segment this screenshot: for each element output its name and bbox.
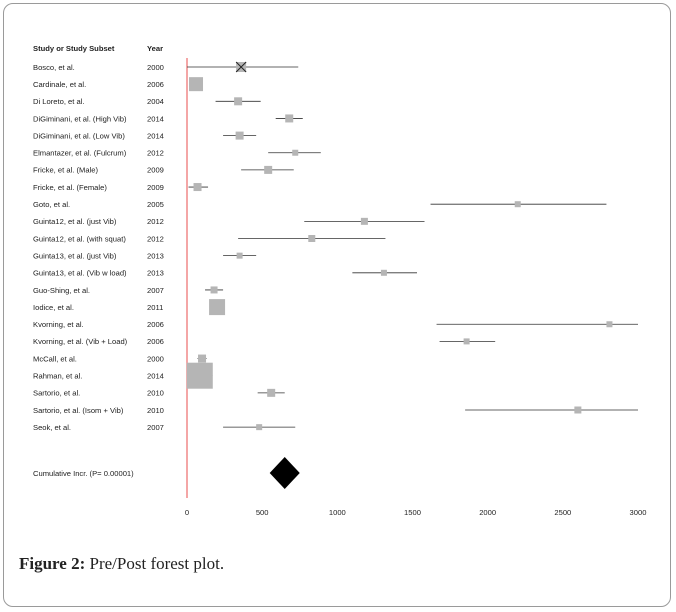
header-year: Year [147,44,163,53]
effect-box [292,149,299,156]
study-name: Elmantazer, et al. (Fulcrum) [33,149,127,158]
study-name: Bosco, et al. [33,63,75,72]
effect-box [198,354,207,363]
x-tick-label: 0 [185,508,189,517]
study-name: Kvorning, et al. [33,320,84,329]
effect-box [574,406,582,414]
study-year: 2010 [147,406,164,415]
effect-box [236,252,243,259]
effect-box [189,77,204,92]
effect-box [264,165,273,174]
caption-label: Figure 2: [19,554,86,573]
study-name: Sartorio, et al. (Isom + Vib) [33,406,124,415]
x-tick-label: 500 [256,508,269,517]
study-name: DiGiminani, et al. (Low Vib) [33,131,125,140]
study-name: Kvorning, et al. (Vib + Load) [33,337,128,346]
effect-box [235,131,244,140]
effect-box [234,97,243,106]
study-year: 2006 [147,320,164,329]
overall-label: Cumulative Incr. (P= 0.00001) [33,469,134,478]
study-name: Guinta12, et al. (just Vib) [33,217,117,226]
study-name: Fricke, et al. (Male) [33,166,98,175]
effect-box [210,286,218,294]
study-year: 2014 [147,372,164,381]
study-name: McCall, et al. [33,354,77,363]
effect-box [209,299,226,316]
study-year: 2011 [147,303,163,312]
effect-box [380,269,387,276]
header-study: Study or Study Subset [33,44,115,53]
study-name: Iodice, et al. [33,303,74,312]
study-year: 2006 [147,80,164,89]
figure-frame [3,3,671,607]
effect-box [186,362,213,389]
study-year: 2009 [147,183,164,192]
x-tick-label: 2000 [479,508,496,517]
study-year: 2009 [147,166,164,175]
study-name: Rahman, et al. [33,372,82,381]
effect-box [360,217,368,225]
effect-box-cross [235,61,247,73]
study-name: DiGiminani, et al. (High Vib) [33,114,127,123]
overall-diamond [269,457,300,489]
study-name: Guo-Shing, et al. [33,286,90,295]
study-year: 2014 [147,131,164,140]
study-name: Sartorio, et al. [33,389,80,398]
effect-box [193,183,202,192]
study-name: Guinta13, et al. (just Vib) [33,251,117,260]
x-tick-label: 2500 [554,508,571,517]
figure-caption: Figure 2: Pre/Post forest plot. [19,554,224,574]
effect-box [463,338,470,345]
study-year: 2000 [147,63,164,72]
study-year: 2007 [147,423,164,432]
x-tick-label: 3000 [630,508,647,517]
effect-box [308,235,316,242]
effect-box [256,424,263,431]
study-name: Fricke, et al. (Female) [33,183,107,192]
effect-box [285,114,294,123]
study-year: 2006 [147,337,164,346]
study-name: Seok, et al. [33,423,71,432]
study-name: Guinta13, et al. (Vib w load) [33,269,127,278]
forest-plot: Study or Study Subset Year Bosco, et al. 20… [33,44,647,517]
study-year: 2004 [147,97,164,106]
study-year: 2012 [147,234,164,243]
study-name: Guinta12, et al. (with squat) [33,234,126,243]
effect-box [267,388,276,397]
study-year: 2012 [147,149,164,158]
x-tick-label: 1000 [329,508,346,517]
study-year: 2005 [147,200,164,209]
study-name: Goto, et al. [33,200,70,209]
study-year: 2000 [147,354,164,363]
study-year: 2010 [147,389,164,398]
effect-box [606,321,613,328]
study-name: Cardinale, et al. [33,80,86,89]
study-year: 2007 [147,286,164,295]
effect-box [514,201,521,208]
study-year: 2013 [147,251,164,260]
study-year: 2014 [147,114,164,123]
study-year: 2013 [147,269,164,278]
x-tick-label: 1500 [404,508,421,517]
study-name: Di Loreto, et al. [33,97,85,106]
study-year: 2012 [147,217,164,226]
caption-text: Pre/Post forest plot. [89,554,225,573]
